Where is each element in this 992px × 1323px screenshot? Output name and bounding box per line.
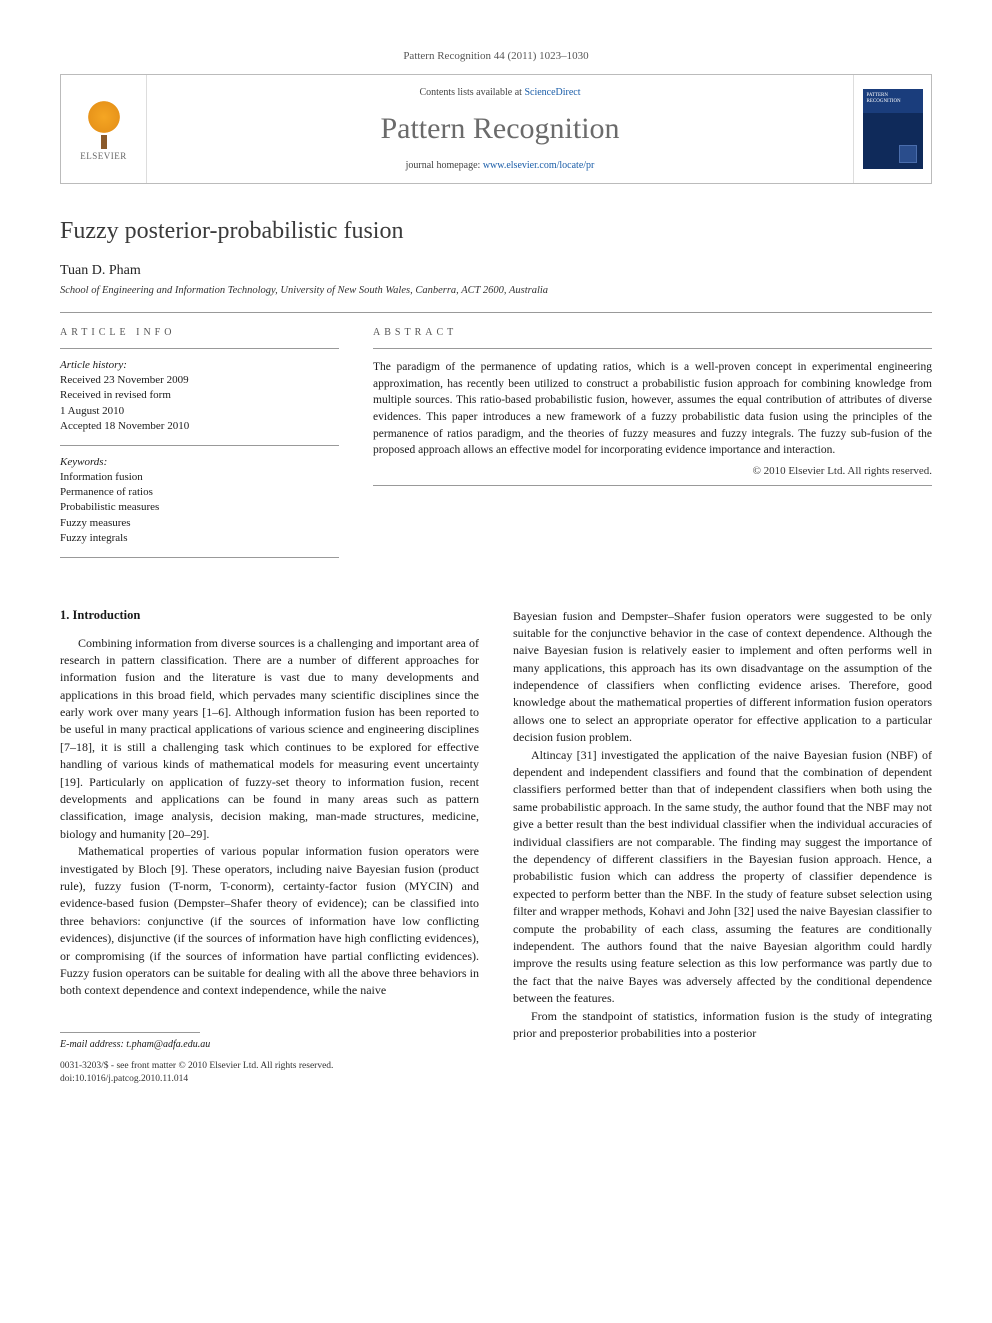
journal-cover-thumbnail: PATTERN RECOGNITION xyxy=(863,89,923,169)
keyword: Information fusion xyxy=(60,470,339,485)
abstract-divider xyxy=(373,348,932,349)
journal-header-box: ELSEVIER Contents lists available at Sci… xyxy=(60,74,932,184)
keyword: Probabilistic measures xyxy=(60,500,339,515)
elsevier-label: ELSEVIER xyxy=(79,151,129,161)
journal-name: Pattern Recognition xyxy=(155,112,845,146)
body-paragraph: Mathematical properties of various popul… xyxy=(60,843,479,1000)
body-paragraph: Combining information from diverse sourc… xyxy=(60,635,479,844)
elsevier-logo: ELSEVIER xyxy=(79,97,129,161)
sciencedirect-link[interactable]: ScienceDirect xyxy=(524,87,580,98)
info-divider xyxy=(60,557,339,558)
publisher-logo-cell: ELSEVIER xyxy=(61,75,147,183)
body-left-column: 1. Introduction Combining information fr… xyxy=(60,608,479,1087)
article-info-label: ARTICLE INFO xyxy=(60,327,339,338)
abstract-divider xyxy=(373,485,932,486)
abstract-copyright: © 2010 Elsevier Ltd. All rights reserved… xyxy=(373,465,932,477)
abstract-column: ABSTRACT The paradigm of the permanence … xyxy=(373,327,932,568)
elsevier-tree-icon xyxy=(79,97,129,147)
journal-reference: Pattern Recognition 44 (2011) 1023–1030 xyxy=(60,50,932,62)
history-line: Received in revised form xyxy=(60,388,339,403)
contents-prefix: Contents lists available at xyxy=(419,87,524,98)
abstract-text: The paradigm of the permanence of updati… xyxy=(373,359,932,459)
info-divider xyxy=(60,445,339,446)
body-right-column: Bayesian fusion and Dempster–Shafer fusi… xyxy=(513,608,932,1087)
header-center: Contents lists available at ScienceDirec… xyxy=(147,75,853,183)
email-address: t.pham@adfa.edu.au xyxy=(126,1039,210,1050)
footnote-divider xyxy=(60,1032,200,1033)
journal-cover-cell: PATTERN RECOGNITION xyxy=(853,75,931,183)
copyright-block: 0031-3203/$ - see front matter © 2010 El… xyxy=(60,1060,479,1087)
footer-area: E-mail address: t.pham@adfa.edu.au 0031-… xyxy=(60,1032,479,1087)
history-line: 1 August 2010 xyxy=(60,404,339,419)
body-paragraph: Bayesian fusion and Dempster–Shafer fusi… xyxy=(513,608,932,747)
article-history-label: Article history: xyxy=(60,359,339,371)
keywords-block: Keywords: Information fusion Permanence … xyxy=(60,456,339,547)
cover-title-text: PATTERN RECOGNITION xyxy=(867,93,923,104)
homepage-prefix: journal homepage: xyxy=(406,160,483,171)
corresponding-email: E-mail address: t.pham@adfa.edu.au xyxy=(60,1039,479,1050)
abstract-label: ABSTRACT xyxy=(373,327,932,338)
keyword: Fuzzy measures xyxy=(60,516,339,531)
doi-line: doi:10.1016/j.patcog.2010.11.014 xyxy=(60,1073,479,1086)
body-paragraph: Altincay [31] investigated the applicati… xyxy=(513,747,932,1008)
section-heading-introduction: 1. Introduction xyxy=(60,608,479,623)
body-paragraph: From the standpoint of statistics, infor… xyxy=(513,1008,932,1043)
history-line: Accepted 18 November 2010 xyxy=(60,419,339,434)
info-divider xyxy=(60,348,339,349)
history-line: Received 23 November 2009 xyxy=(60,373,339,388)
author-affiliation: School of Engineering and Information Te… xyxy=(60,285,932,296)
section-divider xyxy=(60,312,932,313)
article-info-column: ARTICLE INFO Article history: Received 2… xyxy=(60,327,339,568)
keyword: Permanence of ratios xyxy=(60,485,339,500)
email-label: E-mail address: xyxy=(60,1039,124,1050)
author-name: Tuan D. Pham xyxy=(60,263,932,279)
homepage-link[interactable]: www.elsevier.com/locate/pr xyxy=(483,160,595,171)
copyright-line: 0031-3203/$ - see front matter © 2010 El… xyxy=(60,1060,479,1073)
contents-line: Contents lists available at ScienceDirec… xyxy=(155,87,845,98)
homepage-line: journal homepage: www.elsevier.com/locat… xyxy=(155,160,845,171)
keyword: Fuzzy integrals xyxy=(60,531,339,546)
body-columns: 1. Introduction Combining information fr… xyxy=(60,608,932,1087)
keywords-label: Keywords: xyxy=(60,456,339,468)
article-title: Fuzzy posterior-probabilistic fusion xyxy=(60,218,932,245)
